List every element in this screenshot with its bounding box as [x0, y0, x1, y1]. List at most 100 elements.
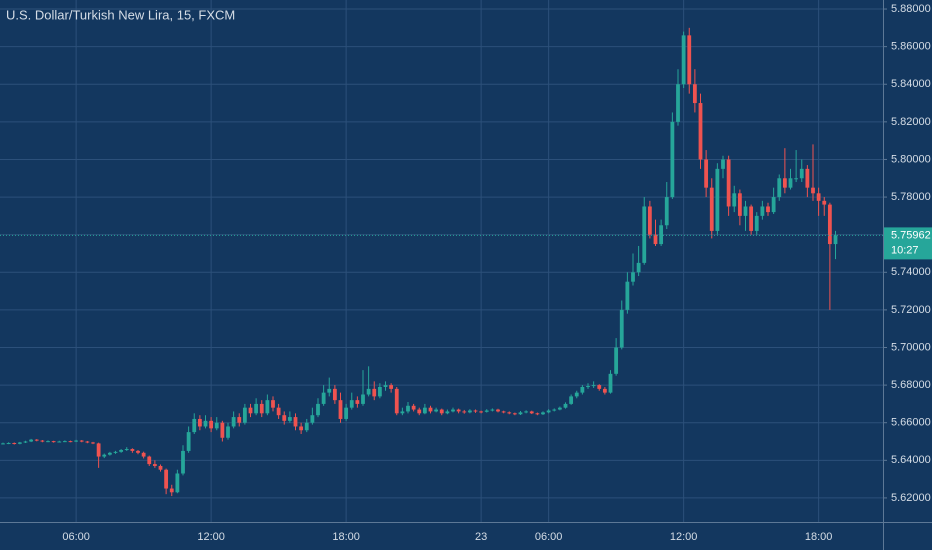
candle-body — [811, 187, 815, 194]
candle-body — [715, 168, 720, 231]
candle-body — [591, 385, 596, 387]
candle-body — [136, 450, 140, 453]
chart-title: U.S. Dollar/Turkish New Lira, 15, FXCM — [6, 7, 235, 22]
y-tick-label: 5.62000 — [891, 492, 931, 504]
candle-body — [186, 432, 191, 451]
countdown-label: 10:27 — [891, 244, 919, 256]
x-tick-label: 18:00 — [332, 531, 360, 543]
candle-body — [51, 441, 56, 443]
candle-body — [704, 159, 709, 188]
labels: 5.62000 5.64000 5.66000 5.68000 5.70000 5.720… — [62, 3, 932, 543]
candle-body — [799, 168, 804, 179]
candle-body — [265, 400, 270, 414]
candle-body — [737, 193, 742, 216]
y-tick-label: 5.74000 — [891, 266, 931, 278]
candle-body — [597, 385, 602, 389]
candle-body — [451, 409, 455, 412]
candle-body — [74, 440, 79, 442]
candle-body — [197, 418, 202, 427]
candle-body — [490, 409, 495, 411]
candle-body — [456, 409, 461, 412]
candle-body — [231, 417, 236, 427]
candle-body — [276, 407, 281, 416]
candle-body — [580, 386, 585, 393]
y-tick-label: 5.64000 — [891, 454, 931, 466]
candle-body — [822, 200, 827, 205]
y-tick-label: 5.86000 — [891, 41, 931, 53]
candle-body — [636, 262, 641, 273]
candle-body — [248, 407, 253, 414]
candle-body — [743, 206, 748, 216]
candle-body — [389, 385, 394, 389]
candle-body — [12, 443, 17, 445]
candle-body — [226, 426, 230, 438]
candle-body — [242, 407, 247, 423]
candle-body — [338, 400, 343, 419]
candle-body — [619, 309, 624, 348]
candle-body — [310, 415, 315, 423]
candle-body — [439, 409, 444, 414]
x-tick-label: 23 — [475, 531, 487, 543]
candle-body — [428, 407, 433, 412]
candle-body — [203, 420, 208, 427]
candle-body — [169, 488, 174, 493]
candle-body — [676, 84, 680, 122]
candle-body — [130, 449, 135, 451]
candle-body — [625, 281, 630, 310]
candle-body — [29, 439, 34, 442]
candle-body — [6, 443, 11, 445]
candle-body — [681, 35, 686, 85]
candle-body — [406, 405, 410, 412]
candle-body — [147, 456, 152, 465]
y-tick-label: 5.84000 — [891, 78, 931, 90]
candle-body — [653, 234, 658, 245]
candle-body — [119, 449, 124, 452]
candle-body — [749, 206, 754, 231]
candle-body — [293, 417, 298, 427]
candle-body — [569, 396, 574, 404]
candle-body — [91, 442, 95, 444]
y-tick-label: 5.88000 — [891, 3, 931, 15]
x-tick-label: 12:00 — [670, 531, 698, 543]
candle-body — [23, 441, 28, 443]
candle-body — [102, 454, 107, 457]
candle-body — [614, 347, 619, 374]
candle-body — [220, 422, 225, 438]
candle-body — [344, 407, 349, 419]
candle-body — [659, 225, 664, 245]
candle-body — [209, 420, 214, 429]
candle-body — [46, 441, 50, 443]
candle-body — [496, 409, 500, 412]
candle-body — [299, 426, 304, 431]
candle-body — [349, 400, 354, 408]
candle-body — [698, 103, 703, 160]
x-tick-label: 06:00 — [535, 531, 563, 543]
candle-body — [321, 392, 326, 404]
candle-body — [507, 412, 512, 414]
candle-body — [422, 407, 427, 414]
y-tick-label: 5.78000 — [891, 191, 931, 203]
candle-body — [524, 411, 529, 413]
candle-body — [732, 193, 737, 207]
candle-body — [647, 206, 652, 235]
candle-body — [107, 452, 112, 455]
candle-body — [271, 400, 275, 408]
candle-body — [721, 159, 725, 169]
candle-body — [287, 417, 292, 421]
candle-body — [529, 411, 534, 414]
candle-body — [152, 464, 157, 466]
candle-body — [777, 178, 782, 198]
candle-body — [355, 400, 360, 404]
candle-body — [484, 410, 489, 412]
candle-body — [158, 465, 163, 470]
candle-body — [237, 417, 242, 423]
candle-body — [366, 388, 371, 395]
candle-body — [563, 403, 568, 408]
candle-body — [805, 168, 810, 188]
candle-body — [327, 388, 332, 393]
candle-body — [586, 386, 590, 388]
candle-body — [113, 451, 118, 453]
candle-body — [816, 193, 821, 201]
candle-body — [771, 197, 776, 213]
